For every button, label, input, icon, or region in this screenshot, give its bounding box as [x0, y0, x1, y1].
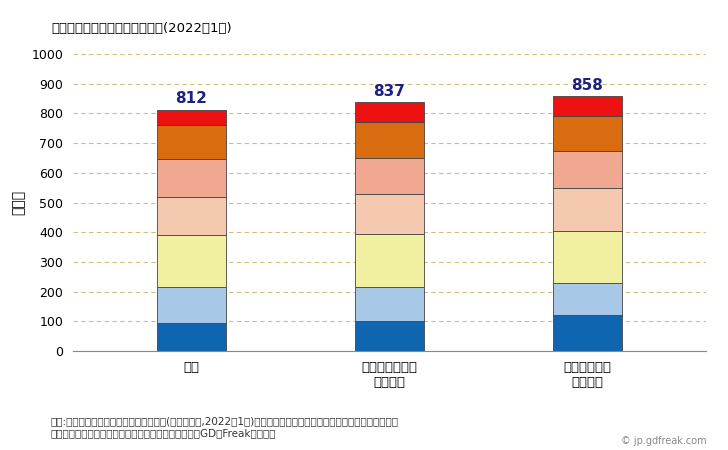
Text: 812: 812 — [175, 91, 207, 106]
Text: 大紀町の要介護（要支援）者数(2022年1月): 大紀町の要介護（要支援）者数(2022年1月) — [51, 22, 232, 36]
Bar — [157, 287, 226, 323]
Text: 要介護度別平均認定率を当域内人口構成に当てはめてGD　Freakが算出。: 要介護度別平均認定率を当域内人口構成に当てはめてGD Freakが算出。 — [51, 428, 277, 438]
Bar — [355, 194, 424, 234]
Bar — [553, 315, 622, 351]
Bar — [553, 283, 622, 315]
Bar — [355, 234, 424, 287]
Bar — [355, 287, 424, 321]
Bar — [553, 117, 622, 151]
Bar — [355, 158, 424, 194]
Bar — [553, 188, 622, 231]
Bar — [355, 321, 424, 351]
Bar — [157, 125, 226, 159]
Bar — [157, 110, 226, 125]
Y-axis label: ［人］: ［人］ — [12, 190, 25, 215]
Bar — [355, 122, 424, 158]
Bar — [553, 231, 622, 283]
Bar — [157, 323, 226, 351]
Text: 837: 837 — [373, 84, 405, 99]
Bar — [553, 151, 622, 188]
Text: 出所:実績値は「介護事業状況報告月報」(厚生労働省,2022年1月)。推計値は「全国又は都道府県の男女・年齢階層別: 出所:実績値は「介護事業状況報告月報」(厚生労働省,2022年1月)。推計値は「… — [51, 416, 399, 426]
Bar — [157, 197, 226, 235]
Bar — [157, 159, 226, 197]
Bar — [355, 103, 424, 122]
Text: © jp.gdfreak.com: © jp.gdfreak.com — [620, 436, 706, 446]
Text: 858: 858 — [571, 77, 604, 93]
Bar — [157, 235, 226, 287]
Bar — [553, 96, 622, 117]
